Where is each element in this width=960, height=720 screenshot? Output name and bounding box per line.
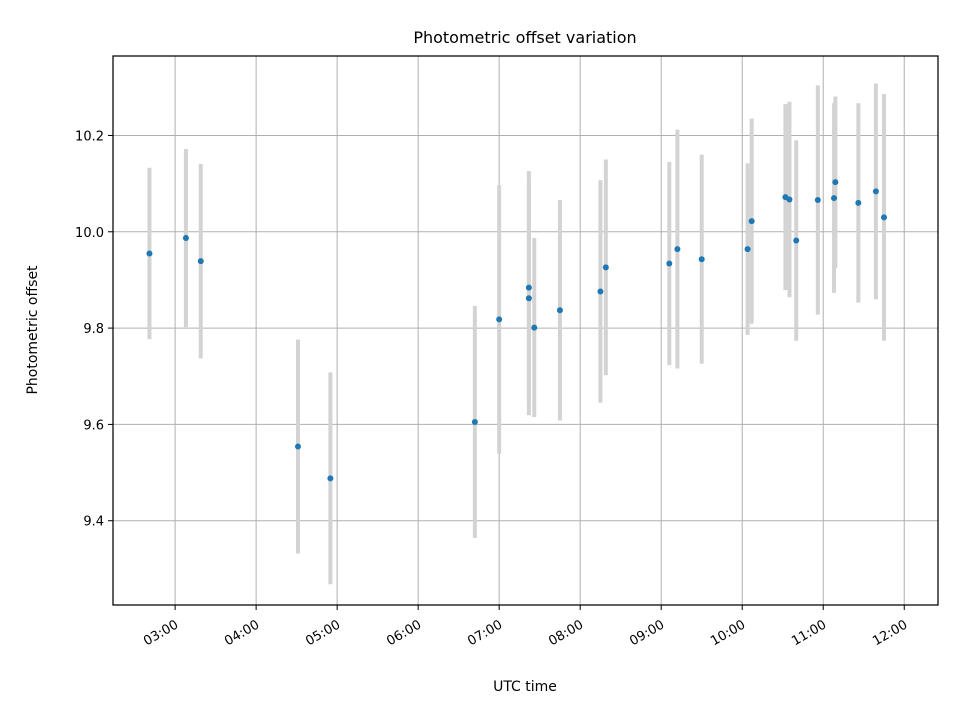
data-point [880, 214, 887, 221]
data-point [666, 260, 673, 267]
data-point [814, 196, 821, 203]
data-point [832, 179, 839, 186]
y-axis-ticks: 9.4 9.6 9.8 10.0 10.2 [75, 129, 113, 530]
y-axis-label: Photometric offset [25, 265, 41, 395]
plot-frame [112, 55, 939, 606]
data-point [146, 250, 153, 257]
data-point [471, 419, 478, 425]
data-point [525, 284, 532, 291]
data-point [597, 288, 604, 295]
data-point [294, 443, 301, 450]
y-tick-label: 9.4 [83, 515, 104, 530]
data-point [525, 295, 532, 302]
data-point [748, 218, 755, 225]
chart-title: Photometric offset variation [413, 28, 636, 47]
data-point [197, 258, 204, 265]
data-point [327, 475, 334, 482]
y-tick-label: 9.6 [83, 418, 104, 433]
data-point [855, 199, 862, 206]
y-tick-label: 10.2 [75, 129, 104, 144]
y-tick-label: 9.8 [83, 322, 104, 337]
data-point [744, 246, 751, 253]
data-point [831, 195, 838, 202]
data-point [872, 188, 879, 195]
data-point [793, 237, 800, 244]
y-tick-label: 10.0 [75, 226, 104, 241]
x-axis-label: UTC time [493, 679, 557, 695]
data-point [698, 256, 705, 263]
data-point [556, 307, 563, 314]
grid-lines [113, 56, 938, 605]
data-points [146, 179, 887, 482]
data-point [674, 246, 681, 253]
data-point [531, 324, 538, 331]
data-point [786, 196, 793, 203]
data-point [602, 264, 609, 271]
data-point [496, 316, 503, 323]
data-point [182, 235, 189, 242]
